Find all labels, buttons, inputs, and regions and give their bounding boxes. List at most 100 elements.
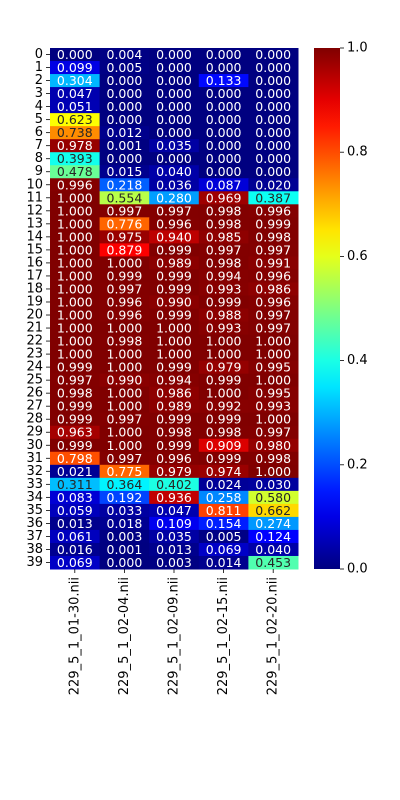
cell-value-label: 1.000 <box>57 268 93 283</box>
cell-value-label: 0.000 <box>107 86 143 101</box>
cell-value-label: 0.453 <box>255 555 291 570</box>
cell-value-label: 1.000 <box>57 242 93 257</box>
heatmap-cell <box>99 334 150 349</box>
cell-value-label: 1.000 <box>255 347 291 362</box>
heatmap-cell <box>198 542 249 557</box>
y-tick-label: 20 <box>26 308 43 323</box>
cell-value-label: 0.000 <box>206 86 242 101</box>
cell-value-label: 0.999 <box>57 438 93 453</box>
cell-value-label: 0.996 <box>107 294 143 309</box>
heatmap-cell <box>50 295 101 309</box>
heatmap-cell <box>99 243 150 257</box>
cell-value-label: 0.000 <box>255 86 291 101</box>
cell-value-label: 0.662 <box>255 503 291 518</box>
cell-value-label: 0.980 <box>255 438 291 453</box>
heatmap-cell <box>248 438 299 453</box>
cell-value-label: 0.988 <box>206 308 242 323</box>
heatmap-cell <box>198 204 249 218</box>
heatmap-cell <box>248 516 299 531</box>
heatmap-cell <box>149 373 200 388</box>
heatmap-cell <box>198 256 249 270</box>
heatmap-cell <box>248 555 299 570</box>
y-tick-label: 31 <box>26 451 43 466</box>
heatmap-cell <box>99 217 150 231</box>
heatmap-cell <box>149 243 200 257</box>
heatmap-cell <box>99 451 150 466</box>
cell-value-label: 0.996 <box>255 268 291 283</box>
heatmap-cell <box>99 438 150 453</box>
heatmap-cell <box>50 373 101 388</box>
cell-value-label: 1.000 <box>57 255 93 270</box>
heatmap-cell <box>99 87 150 101</box>
cell-value-label: 0.109 <box>156 516 192 531</box>
cell-value-label: 0.999 <box>156 438 192 453</box>
cell-value-label: 0.936 <box>156 490 192 505</box>
heatmap-cell <box>149 152 200 166</box>
heatmap-cell <box>248 139 299 153</box>
cell-value-label: 0.998 <box>156 425 192 440</box>
cell-value-label: 0.798 <box>57 451 93 466</box>
cell-value-label: 0.000 <box>156 86 192 101</box>
heatmap-cell <box>248 490 299 505</box>
heatmap-cell <box>99 308 150 323</box>
heatmap-cell <box>149 295 200 309</box>
heatmap-cell <box>198 139 249 153</box>
heatmap-cell <box>50 256 101 270</box>
cell-value-label: 1.000 <box>206 334 242 349</box>
heatmap-cell <box>99 555 150 570</box>
y-tick-label: 11 <box>26 190 43 205</box>
cell-value-label: 0.000 <box>107 112 143 127</box>
cell-value-label: 0.999 <box>107 268 143 283</box>
heatmap-cell <box>149 217 200 231</box>
y-tick-label: 15 <box>26 242 43 257</box>
heatmap-cell <box>50 48 101 62</box>
cell-value-label: 1.000 <box>107 438 143 453</box>
heatmap-cell <box>50 503 101 518</box>
heatmap-cell <box>248 347 299 362</box>
heatmap-cell <box>198 425 249 440</box>
cell-value-label: 0.994 <box>156 373 192 388</box>
cell-value-label: 0.033 <box>107 503 143 518</box>
heatmap-cell <box>248 74 299 88</box>
cell-value-label: 0.998 <box>57 386 93 401</box>
heatmap-cell <box>248 113 299 127</box>
cell-value-label: 0.003 <box>107 529 143 544</box>
heatmap-cell <box>99 295 150 309</box>
cell-value-label: 0.000 <box>156 47 192 62</box>
cell-value-label: 0.000 <box>156 60 192 75</box>
heatmap-cell <box>149 165 200 179</box>
heatmap-cell <box>50 529 101 544</box>
y-tick-label: 28 <box>26 412 43 427</box>
colorbar-gradient <box>314 48 340 569</box>
cell-value-label: 0.014 <box>206 555 242 570</box>
heatmap-cell <box>99 191 150 205</box>
heatmap-cell <box>198 126 249 140</box>
heatmap-cell <box>149 451 200 466</box>
cell-value-label: 0.000 <box>255 73 291 88</box>
cell-value-label: 1.000 <box>57 190 93 205</box>
heatmap-cell <box>198 412 249 427</box>
cell-value-label: 0.991 <box>255 255 291 270</box>
y-tick-label: 23 <box>26 347 43 362</box>
heatmap-cell <box>198 477 249 492</box>
cell-value-label: 0.999 <box>57 360 93 375</box>
cell-value-label: 0.018 <box>107 516 143 531</box>
heatmap-cell <box>50 477 101 492</box>
heatmap-cell <box>50 152 101 166</box>
y-tick-label: 22 <box>26 334 43 349</box>
heatmap-cell <box>149 282 200 296</box>
colorbar-tick-label: 0.6 <box>347 249 368 264</box>
cell-value-label: 0.000 <box>107 73 143 88</box>
x-tick-label: 229_5_1_02-09.nii <box>167 577 182 695</box>
cell-value-label: 0.738 <box>57 125 93 140</box>
heatmap-cell <box>99 165 150 179</box>
cell-value-label: 1.000 <box>57 216 93 231</box>
cell-value-label: 0.000 <box>156 125 192 140</box>
heatmap-cell <box>248 243 299 257</box>
heatmap-cell <box>248 360 299 375</box>
cell-value-label: 0.999 <box>57 399 93 414</box>
colorbar-tick-label: 0.4 <box>347 353 368 368</box>
cell-value-label: 0.013 <box>156 542 192 557</box>
heatmap-cell <box>198 269 249 283</box>
cell-value-label: 0.997 <box>107 412 143 427</box>
